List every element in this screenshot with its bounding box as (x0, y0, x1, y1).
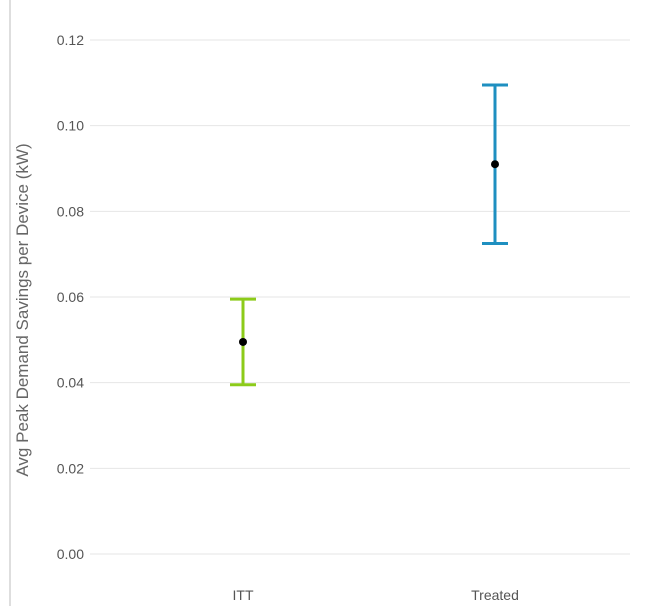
y-tick-labels: 0.00 0.02 0.04 0.06 0.08 0.10 0.12 (57, 32, 84, 562)
y-tick-label: 0.08 (57, 203, 84, 219)
y-tick-label: 0.06 (57, 289, 84, 305)
y-tick-label: 0.00 (57, 546, 84, 562)
y-tick-label: 0.04 (57, 375, 84, 391)
y-tick-label: 0.12 (57, 32, 84, 48)
error-bar-treated (482, 85, 508, 243)
error-bar-itt (230, 299, 256, 385)
x-tick-labels: ITT Treated (233, 587, 519, 603)
x-tick-label: Treated (471, 587, 519, 603)
y-axis-title: Avg Peak Demand Savings per Device (kW) (13, 143, 32, 476)
y-tick-label: 0.02 (57, 460, 84, 476)
data-point (491, 160, 499, 168)
gridlines (90, 40, 630, 554)
data-point (239, 338, 247, 346)
x-tick-label: ITT (233, 587, 254, 603)
y-tick-label: 0.10 (57, 118, 84, 134)
error-bars (230, 85, 508, 385)
